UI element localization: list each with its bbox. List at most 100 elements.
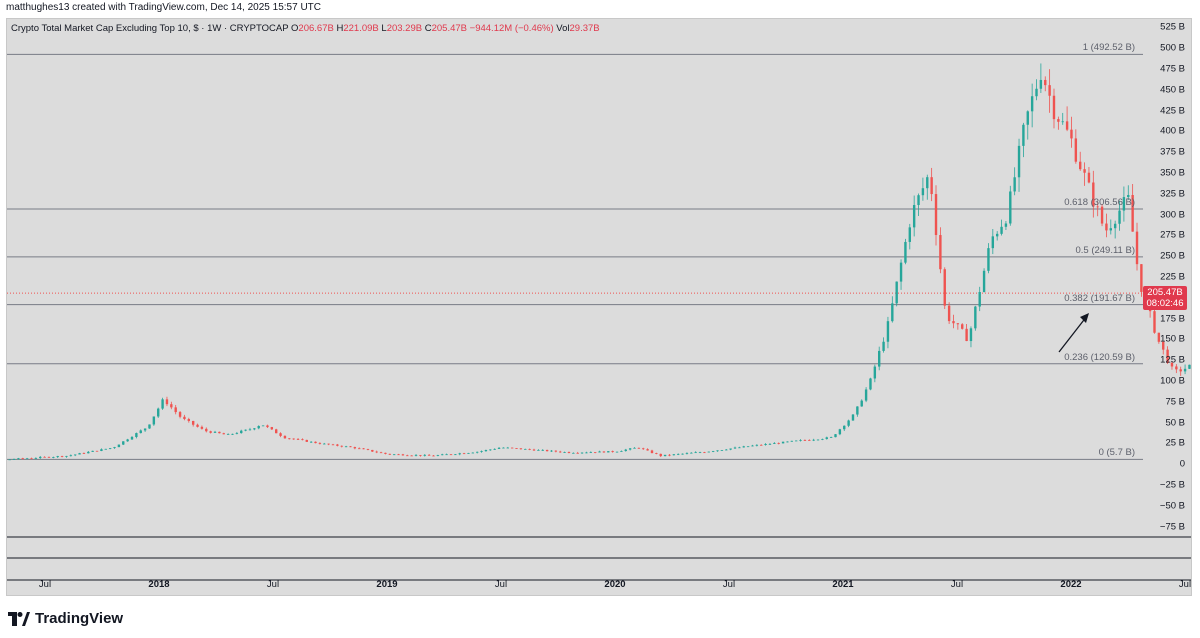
candle-body[interactable] — [392, 454, 396, 456]
candle-body[interactable] — [12, 459, 16, 460]
candle-body[interactable] — [934, 194, 938, 236]
candle-body[interactable] — [270, 427, 274, 430]
candle-body[interactable] — [1030, 96, 1034, 112]
candle-body[interactable] — [301, 439, 304, 441]
candle-body[interactable] — [480, 451, 483, 452]
candle-body[interactable] — [878, 350, 881, 367]
candle-body[interactable] — [296, 439, 300, 440]
candle-body[interactable] — [572, 452, 575, 454]
candle-body[interactable] — [987, 248, 990, 271]
candle-body[interactable] — [82, 453, 86, 454]
candle-body[interactable] — [148, 424, 151, 429]
candle-body[interactable] — [327, 443, 330, 445]
candle-body[interactable] — [947, 305, 951, 322]
candle-body[interactable] — [720, 450, 724, 451]
candle-body[interactable] — [78, 453, 81, 455]
candle-body[interactable] — [1113, 223, 1117, 229]
candle-body[interactable] — [956, 323, 960, 325]
candle-body[interactable] — [707, 451, 710, 453]
candle-body[interactable] — [209, 431, 212, 433]
candle-body[interactable] — [1048, 85, 1051, 96]
annotation-arrow[interactable] — [1058, 315, 1088, 353]
candle-body[interactable] — [371, 449, 374, 452]
candle-body[interactable] — [1022, 124, 1025, 146]
candle-body[interactable] — [729, 448, 732, 450]
candle-body[interactable] — [427, 454, 431, 456]
candle-body[interactable] — [87, 451, 90, 454]
candle-body[interactable] — [1044, 79, 1047, 86]
candle-body[interactable] — [1061, 121, 1064, 123]
candle-body[interactable] — [908, 227, 911, 242]
candle-body[interactable] — [1065, 121, 1069, 130]
candle-body[interactable] — [139, 430, 142, 434]
candle-body[interactable] — [1157, 332, 1161, 342]
candle-body[interactable] — [1127, 195, 1130, 198]
candle-body[interactable] — [869, 378, 872, 390]
candle-body[interactable] — [244, 429, 247, 431]
candle-body[interactable] — [1166, 349, 1169, 363]
candle-body[interactable] — [130, 436, 134, 440]
candle-body[interactable] — [117, 444, 121, 448]
candle-body[interactable] — [362, 448, 365, 450]
candle-body[interactable] — [580, 452, 584, 454]
candle-body[interactable] — [856, 406, 859, 415]
candle-body[interactable] — [274, 429, 278, 434]
candle-body[interactable] — [1079, 161, 1082, 170]
candle-body[interactable] — [860, 400, 863, 407]
candle-body[interactable] — [733, 447, 737, 449]
candle-body[interactable] — [100, 449, 103, 451]
candle-body[interactable] — [462, 453, 466, 455]
candle-body[interactable] — [537, 449, 540, 451]
candle-body[interactable] — [279, 433, 282, 436]
candle-body[interactable] — [681, 453, 684, 455]
candle-body[interactable] — [593, 452, 597, 454]
candle-body[interactable] — [532, 449, 536, 451]
candle-body[interactable] — [43, 456, 46, 458]
candle-body[interactable] — [257, 426, 260, 429]
candle-body[interactable] — [786, 441, 789, 443]
candle-body[interactable] — [39, 456, 42, 459]
candle-body[interactable] — [1105, 223, 1108, 231]
candle-body[interactable] — [8, 459, 11, 461]
candle-body[interactable] — [314, 441, 317, 444]
candle-body[interactable] — [414, 454, 418, 456]
candle-body[interactable] — [912, 205, 916, 228]
candle-body[interactable] — [1092, 182, 1095, 207]
candle-body[interactable] — [886, 321, 890, 342]
candle-body[interactable] — [755, 444, 759, 446]
candle-body[interactable] — [69, 455, 73, 457]
candle-body[interactable] — [60, 456, 64, 457]
candle-body[interactable] — [602, 451, 606, 453]
candle-body[interactable] — [725, 449, 728, 451]
candle-body[interactable] — [864, 389, 868, 401]
candle-body[interactable] — [143, 428, 147, 431]
candle-body[interactable] — [773, 443, 776, 444]
candle-body[interactable] — [213, 431, 217, 433]
candle-body[interactable] — [961, 324, 964, 329]
candle-body[interactable] — [1035, 88, 1038, 97]
candle-body[interactable] — [248, 429, 252, 431]
candle-body[interactable] — [484, 450, 488, 452]
candle-body[interactable] — [178, 412, 182, 417]
candle-body[interactable] — [449, 454, 453, 456]
candle-body[interactable] — [847, 420, 850, 426]
candle-body[interactable] — [497, 447, 501, 449]
candle-body[interactable] — [1074, 138, 1078, 162]
candle-body[interactable] — [379, 452, 383, 454]
candle-body[interactable] — [1083, 169, 1086, 173]
candle-body[interactable] — [122, 441, 125, 445]
candle-body[interactable] — [104, 448, 107, 450]
candle-body[interactable] — [738, 447, 741, 449]
candle-body[interactable] — [406, 455, 409, 457]
candle-body[interactable] — [672, 454, 676, 456]
candle-body[interactable] — [1109, 228, 1112, 231]
candle-body[interactable] — [550, 450, 553, 452]
candle-body[interactable] — [226, 434, 230, 435]
candle-body[interactable] — [943, 269, 946, 306]
candle-body[interactable] — [358, 448, 361, 450]
candle-body[interactable] — [30, 458, 33, 460]
candle-body[interactable] — [873, 366, 877, 379]
candle-body[interactable] — [1026, 111, 1029, 125]
candle-body[interactable] — [21, 458, 24, 460]
candle-body[interactable] — [384, 452, 387, 454]
